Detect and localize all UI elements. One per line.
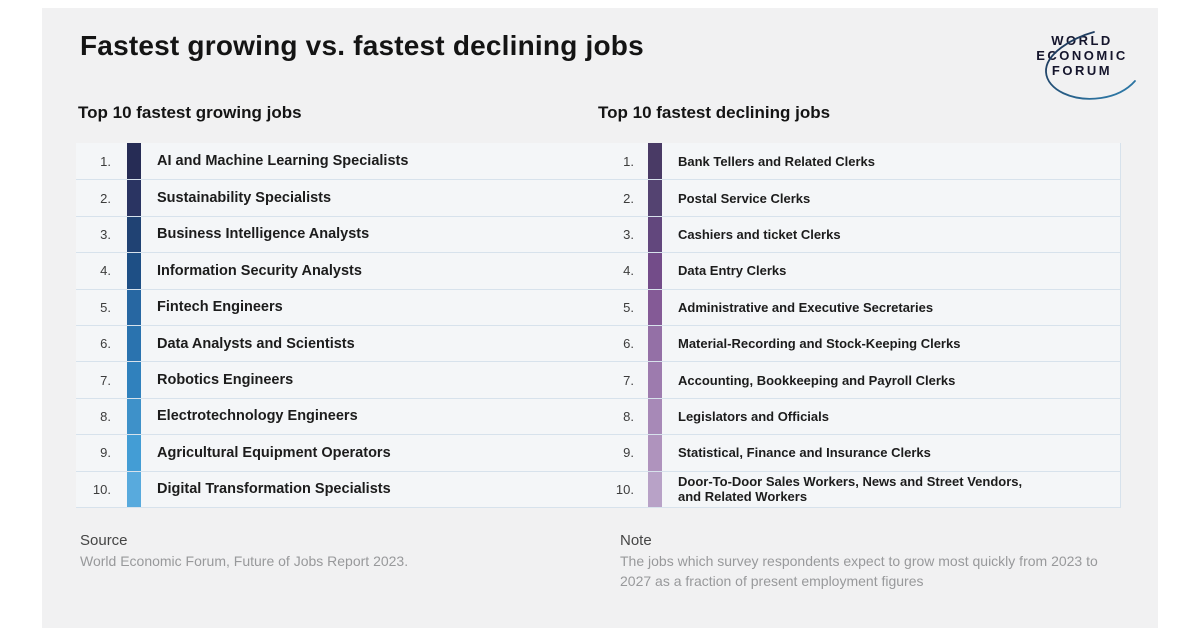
job-rank: 8. [100, 408, 111, 424]
infographic-card: Fastest growing vs. fastest declining jo… [42, 8, 1158, 628]
note-block: Note The jobs which survey respondents e… [620, 532, 1132, 591]
job-color-bar [127, 362, 141, 398]
job-label: AI and Machine Learning Specialists [157, 153, 409, 170]
job-label: Information Security Analysts [157, 262, 362, 279]
job-rank: 1. [100, 153, 111, 169]
job-label: Door-To-Door Sales Workers, News and Str… [678, 474, 1023, 505]
declining-jobs-list: 1. Bank Tellers and Related Clerks 2. Po… [600, 143, 1121, 508]
job-rank: 9. [100, 445, 111, 461]
job-rank: 1. [623, 153, 634, 169]
wef-logo: WORLD ECONOMIC FORUM [1016, 31, 1148, 111]
job-row: 10. Door-To-Door Sales Workers, News and… [600, 470, 1120, 507]
job-row: 4. Information Security Analysts [76, 252, 600, 289]
job-label: Accounting, Bookkeeping and Payroll Cler… [678, 372, 956, 388]
job-row: 1. AI and Machine Learning Specialists [76, 143, 600, 180]
job-rank: 3. [100, 226, 111, 242]
job-color-bar [648, 325, 662, 362]
job-row: 6. Data Analysts and Scientists [76, 324, 600, 362]
job-color-bar [127, 289, 141, 325]
job-color-bar [127, 398, 141, 435]
job-color-bar [127, 253, 141, 289]
job-label: Administrative and Executive Secretaries [678, 299, 934, 315]
job-row: 1. Bank Tellers and Related Clerks [600, 143, 1120, 180]
job-label: Bank Tellers and Related Clerks [678, 153, 876, 169]
job-color-bar [648, 362, 662, 398]
job-row: 3. Business Intelligence Analysts [76, 215, 600, 253]
wef-logo-line-1: WORLD [1051, 33, 1113, 48]
job-color-bar [648, 398, 662, 435]
job-label: Legislators and Officials [678, 408, 829, 424]
job-row: 8. Electrotechnology Engineers [76, 397, 600, 435]
job-color-bar [648, 253, 662, 289]
job-row: 7. Robotics Engineers [76, 361, 600, 398]
job-rank: 5. [100, 299, 111, 315]
source-text: World Economic Forum, Future of Jobs Rep… [80, 553, 409, 569]
note-label: Note [620, 532, 652, 549]
job-color-bar [127, 143, 141, 180]
job-color-bar [127, 180, 141, 216]
job-row: 2. Postal Service Clerks [600, 179, 1120, 216]
job-rank: 9. [623, 445, 634, 461]
job-color-bar [127, 435, 141, 471]
job-label: Cashiers and ticket Clerks [678, 226, 841, 242]
job-row: 5. Fintech Engineers [76, 288, 600, 325]
job-row: 9. Statistical, Finance and Insurance Cl… [600, 434, 1120, 471]
job-row: 5. Administrative and Executive Secretar… [600, 288, 1120, 325]
wef-logo-line-2: ECONOMIC [1036, 48, 1128, 63]
job-rank: 7. [100, 372, 111, 388]
source-label: Source [80, 532, 128, 549]
job-color-bar [127, 216, 141, 253]
job-rank: 8. [623, 408, 634, 424]
job-label: Data Entry Clerks [678, 263, 787, 279]
job-row: 4. Data Entry Clerks [600, 252, 1120, 289]
job-rank: 6. [623, 336, 634, 352]
job-rank: 4. [100, 263, 111, 279]
job-rank: 7. [623, 372, 634, 388]
job-label: Electrotechnology Engineers [157, 408, 358, 425]
wef-logo-line-3: FORUM [1051, 63, 1113, 78]
job-label: Postal Service Clerks [678, 190, 811, 206]
job-label: Robotics Engineers [157, 372, 294, 389]
job-label: Fintech Engineers [157, 299, 283, 316]
job-row: 9. Agricultural Equipment Operators [76, 434, 600, 471]
job-rank: 2. [100, 190, 111, 206]
job-rank: 4. [623, 263, 634, 279]
job-row: 2. Sustainability Specialists [76, 179, 600, 216]
job-color-bar [648, 435, 662, 471]
job-row: 6. Material-Recording and Stock-Keeping … [600, 324, 1120, 362]
job-label: Sustainability Specialists [157, 190, 332, 207]
job-label: Digital Transformation Specialists [157, 481, 391, 498]
job-label: Data Analysts and Scientists [157, 335, 355, 352]
job-rank: 10. [92, 481, 111, 497]
job-color-bar [648, 216, 662, 253]
page-title: Fastest growing vs. fastest declining jo… [80, 30, 644, 61]
job-rank: 5. [623, 299, 634, 315]
job-label: Material-Recording and Stock-Keeping Cle… [678, 336, 961, 352]
job-row: 3. Cashiers and ticket Clerks [600, 215, 1120, 253]
source-block: Source World Economic Forum, Future of J… [80, 532, 600, 571]
job-rank: 6. [100, 336, 111, 352]
job-rank: 10. [615, 481, 634, 497]
job-color-bar [648, 471, 662, 507]
job-label: Business Intelligence Analysts [157, 226, 370, 243]
job-color-bar [648, 180, 662, 216]
job-row: 7. Accounting, Bookkeeping and Payroll C… [600, 361, 1120, 398]
job-label: Agricultural Equipment Operators [157, 444, 391, 461]
job-color-bar [648, 289, 662, 325]
note-text: The jobs which survey respondents expect… [620, 553, 1098, 589]
job-color-bar [648, 143, 662, 180]
job-row: 8. Legislators and Officials [600, 397, 1120, 435]
job-rank: 2. [623, 190, 634, 206]
job-label: Statistical, Finance and Insurance Clerk… [678, 445, 931, 461]
job-color-bar [127, 471, 141, 507]
growing-list-heading: Top 10 fastest growing jobs [78, 103, 302, 122]
declining-list-heading: Top 10 fastest declining jobs [598, 103, 831, 122]
job-row: 10. Digital Transformation Specialists [76, 470, 600, 507]
growing-jobs-list: 1. AI and Machine Learning Specialists 2… [76, 143, 601, 508]
job-color-bar [127, 325, 141, 362]
job-rank: 3. [623, 226, 634, 242]
